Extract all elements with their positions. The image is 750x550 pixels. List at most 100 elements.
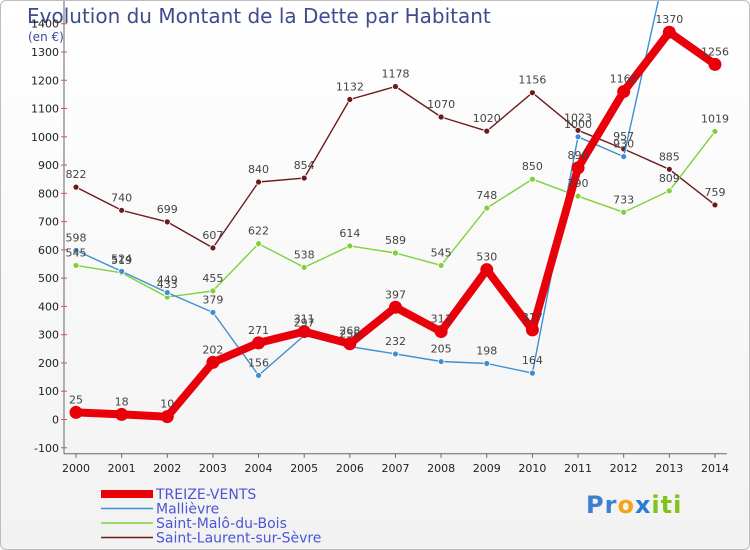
data-point bbox=[483, 127, 491, 135]
data-label: 397 bbox=[385, 288, 406, 301]
proxiti-logo: Proxiti bbox=[586, 491, 682, 519]
data-point bbox=[209, 244, 217, 252]
data-point bbox=[392, 350, 399, 358]
data-label: 379 bbox=[202, 293, 223, 306]
y-tick-label: 700 bbox=[38, 216, 59, 229]
data-point bbox=[255, 371, 262, 379]
y-tick-label: 1200 bbox=[31, 74, 59, 87]
data-point bbox=[529, 175, 536, 183]
legend-item-label: Mallièvre bbox=[156, 502, 219, 518]
data-point bbox=[665, 187, 673, 195]
data-label: 311 bbox=[294, 313, 315, 326]
data-point bbox=[69, 405, 83, 419]
y-tick-label: 100 bbox=[38, 385, 59, 398]
data-point bbox=[72, 183, 80, 191]
data-label: 699 bbox=[157, 203, 178, 216]
data-label: 519 bbox=[111, 254, 132, 267]
data-label: 1020 bbox=[473, 112, 501, 125]
data-label: 198 bbox=[476, 345, 497, 358]
data-point bbox=[209, 287, 217, 295]
data-point bbox=[437, 358, 445, 365]
data-label: 1160 bbox=[610, 73, 638, 86]
y-tick-label: 800 bbox=[38, 187, 59, 200]
y-tick-label: 1300 bbox=[31, 46, 59, 59]
x-tick-label: 2000 bbox=[62, 462, 90, 475]
data-point bbox=[480, 263, 494, 277]
x-tick-label: 2009 bbox=[473, 462, 501, 475]
data-point bbox=[662, 25, 676, 39]
data-point bbox=[483, 360, 491, 367]
data-label: 433 bbox=[157, 278, 178, 291]
data-label: 809 bbox=[659, 172, 680, 185]
y-tick-label: 600 bbox=[38, 244, 59, 257]
data-label: 524 bbox=[111, 252, 132, 265]
x-tick-label: 2013 bbox=[655, 462, 683, 475]
data-label: 1000 bbox=[564, 118, 592, 131]
data-label: 598 bbox=[66, 231, 87, 244]
x-tick-label: 2011 bbox=[564, 462, 592, 475]
data-label: 317 bbox=[522, 311, 543, 324]
data-point bbox=[574, 126, 582, 134]
data-label: 790 bbox=[568, 177, 589, 190]
data-point bbox=[72, 262, 80, 269]
data-point bbox=[708, 57, 722, 71]
y-tick-label: -100 bbox=[34, 442, 59, 455]
series-line bbox=[75, 85, 716, 249]
data-label: 759 bbox=[704, 186, 725, 199]
data-label: 957 bbox=[613, 130, 634, 143]
data-label: 622 bbox=[248, 225, 269, 238]
y-tick-label: 300 bbox=[38, 329, 59, 342]
data-label: 268 bbox=[339, 325, 360, 338]
data-point bbox=[434, 325, 448, 339]
data-point bbox=[118, 206, 126, 214]
data-point bbox=[300, 174, 308, 182]
data-point bbox=[297, 325, 311, 339]
data-label: 1370 bbox=[655, 13, 683, 26]
data-label: 1132 bbox=[336, 80, 364, 93]
y-tick-label: 200 bbox=[38, 357, 59, 370]
data-point bbox=[346, 96, 354, 103]
data-point bbox=[206, 355, 220, 369]
data-label: 530 bbox=[476, 251, 497, 264]
data-point bbox=[392, 249, 399, 257]
chart-title: Evolution du Montant de la Dette par Hab… bbox=[27, 4, 491, 28]
data-label: 589 bbox=[385, 234, 406, 247]
data-label: 1023 bbox=[564, 111, 592, 124]
y-tick-label: 400 bbox=[38, 300, 59, 313]
x-tick-label: 2002 bbox=[153, 462, 181, 475]
data-label: 271 bbox=[248, 324, 269, 337]
data-point bbox=[620, 153, 628, 160]
data-point bbox=[118, 267, 126, 275]
data-label: 545 bbox=[431, 246, 452, 259]
data-point bbox=[163, 289, 171, 296]
data-point bbox=[343, 337, 357, 351]
data-point bbox=[209, 308, 217, 316]
y-tick-label: 0 bbox=[52, 414, 59, 427]
data-label: 1070 bbox=[427, 98, 455, 111]
x-tick-label: 2010 bbox=[518, 462, 546, 475]
data-point bbox=[525, 323, 539, 337]
data-label: 885 bbox=[659, 150, 680, 163]
data-label: 854 bbox=[294, 159, 315, 172]
data-label: 1178 bbox=[381, 67, 409, 80]
data-point bbox=[255, 240, 262, 248]
data-label: 10 bbox=[160, 398, 174, 411]
x-tick-label: 2004 bbox=[245, 462, 273, 475]
data-point bbox=[437, 262, 445, 269]
x-tick-label: 2006 bbox=[336, 462, 364, 475]
y-tick-label: 500 bbox=[38, 272, 59, 285]
data-point bbox=[617, 85, 631, 99]
x-tick-label: 2012 bbox=[610, 462, 638, 475]
data-label: 614 bbox=[339, 227, 360, 240]
data-label: 930 bbox=[613, 138, 634, 151]
data-label: 25 bbox=[69, 393, 83, 406]
data-point bbox=[665, 165, 673, 173]
data-point bbox=[574, 133, 582, 141]
data-label: 164 bbox=[522, 354, 543, 367]
data-label: 1156 bbox=[518, 74, 546, 87]
y-tick-label: 1500 bbox=[31, 1, 59, 2]
data-label: 156 bbox=[248, 356, 269, 369]
data-label: 202 bbox=[202, 343, 223, 356]
